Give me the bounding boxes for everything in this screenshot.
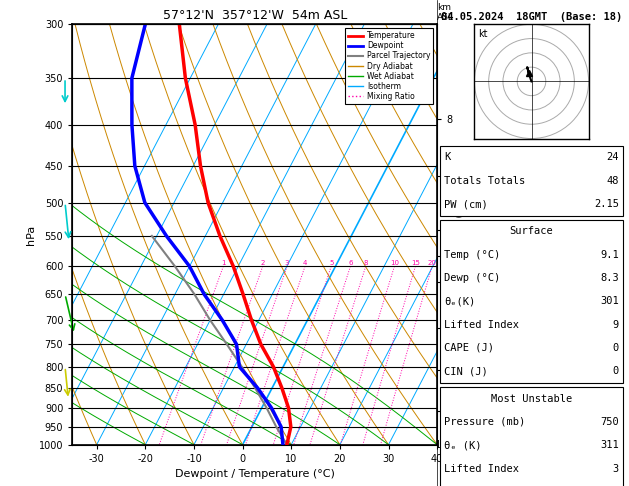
Text: 8.3: 8.3	[600, 273, 619, 283]
Text: Totals Totals: Totals Totals	[444, 176, 525, 186]
Text: 3: 3	[613, 464, 619, 473]
Text: 04.05.2024  18GMT  (Base: 18): 04.05.2024 18GMT (Base: 18)	[441, 12, 622, 22]
Text: 4: 4	[303, 260, 307, 266]
Text: 9.1: 9.1	[600, 250, 619, 260]
Text: θₑ(K): θₑ(K)	[444, 296, 476, 306]
Text: 2: 2	[260, 260, 265, 266]
Text: Lifted Index: Lifted Index	[444, 320, 519, 330]
Text: K: K	[444, 153, 450, 162]
Text: 10: 10	[390, 260, 399, 266]
Y-axis label: Mixing Ratio (g/kg): Mixing Ratio (g/kg)	[455, 189, 465, 280]
Text: 9: 9	[613, 320, 619, 330]
Text: 48: 48	[606, 176, 619, 186]
Text: PW (cm): PW (cm)	[444, 199, 488, 209]
Text: 20: 20	[428, 260, 437, 266]
Text: 750: 750	[600, 417, 619, 427]
Text: Pressure (mb): Pressure (mb)	[444, 417, 525, 427]
Text: 2.15: 2.15	[594, 199, 619, 209]
Text: 24: 24	[606, 153, 619, 162]
Y-axis label: hPa: hPa	[26, 225, 36, 244]
Text: Surface: Surface	[509, 226, 554, 236]
Text: 15: 15	[411, 260, 420, 266]
Text: 1: 1	[221, 260, 226, 266]
Text: Lifted Index: Lifted Index	[444, 464, 519, 473]
Text: 301: 301	[600, 296, 619, 306]
Text: 6: 6	[348, 260, 353, 266]
Text: 311: 311	[600, 440, 619, 450]
Text: 8: 8	[364, 260, 368, 266]
Text: Dewp (°C): Dewp (°C)	[444, 273, 500, 283]
Text: 5: 5	[329, 260, 333, 266]
Legend: Temperature, Dewpoint, Parcel Trajectory, Dry Adiabat, Wet Adiabat, Isotherm, Mi: Temperature, Dewpoint, Parcel Trajectory…	[345, 28, 433, 104]
Text: © weatheronline.co.uk: © weatheronline.co.uk	[475, 471, 588, 480]
Text: 0: 0	[613, 366, 619, 376]
Text: kt: kt	[478, 29, 487, 39]
Text: Most Unstable: Most Unstable	[491, 394, 572, 403]
Text: km
ASL: km ASL	[437, 3, 454, 22]
Title: 57°12'N  357°12'W  54m ASL: 57°12'N 357°12'W 54m ASL	[162, 9, 347, 22]
Text: 0: 0	[613, 343, 619, 353]
Text: CIN (J): CIN (J)	[444, 366, 488, 376]
X-axis label: Dewpoint / Temperature (°C): Dewpoint / Temperature (°C)	[175, 469, 335, 479]
Text: CAPE (J): CAPE (J)	[444, 343, 494, 353]
Text: LCL: LCL	[437, 440, 455, 450]
Text: Temp (°C): Temp (°C)	[444, 250, 500, 260]
Text: θₑ (K): θₑ (K)	[444, 440, 482, 450]
Text: 3: 3	[285, 260, 289, 266]
